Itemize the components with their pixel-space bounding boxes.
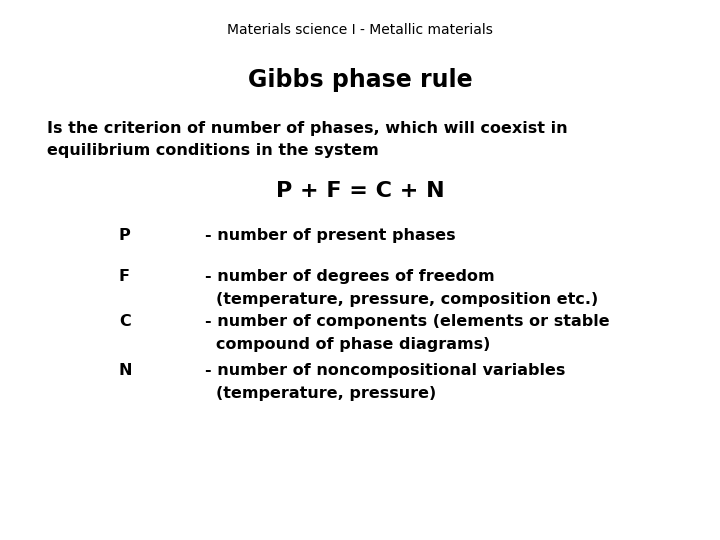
Text: - number of present phases: - number of present phases (205, 228, 456, 243)
Text: (temperature, pressure): (temperature, pressure) (216, 386, 436, 401)
Text: Gibbs phase rule: Gibbs phase rule (248, 68, 472, 91)
Text: equilibrium conditions in the system: equilibrium conditions in the system (47, 143, 379, 158)
Text: C: C (119, 314, 130, 329)
Text: F: F (119, 269, 130, 284)
Text: compound of phase diagrams): compound of phase diagrams) (216, 337, 490, 352)
Text: Materials science I - Metallic materials: Materials science I - Metallic materials (227, 23, 493, 37)
Text: - number of noncompositional variables: - number of noncompositional variables (205, 363, 566, 378)
Text: - number of components (elements or stable: - number of components (elements or stab… (205, 314, 610, 329)
Text: P: P (119, 228, 130, 243)
Text: Is the criterion of number of phases, which will coexist in: Is the criterion of number of phases, wh… (47, 122, 567, 137)
Text: (temperature, pressure, composition etc.): (temperature, pressure, composition etc.… (216, 292, 598, 307)
Text: P + F = C + N: P + F = C + N (276, 181, 444, 201)
Text: N: N (119, 363, 132, 378)
Text: - number of degrees of freedom: - number of degrees of freedom (205, 269, 495, 284)
